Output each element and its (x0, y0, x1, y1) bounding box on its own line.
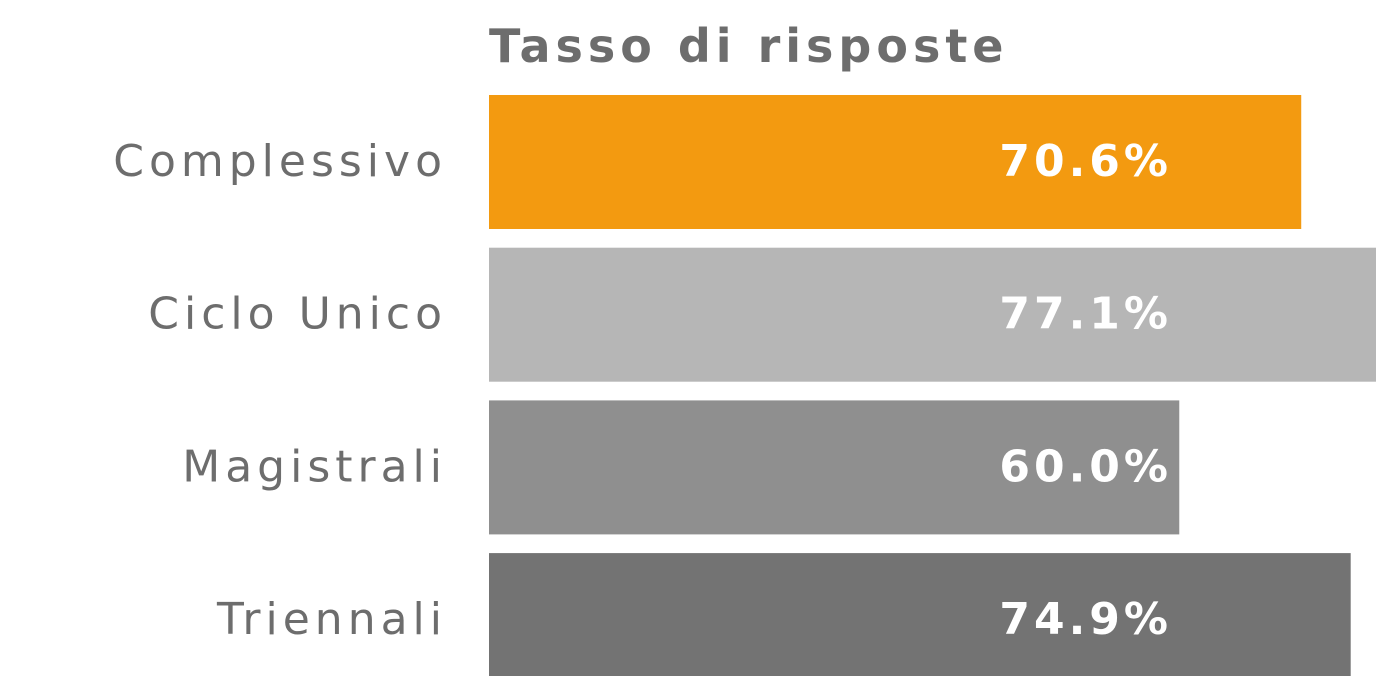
bar (489, 400, 1180, 535)
bar (489, 95, 1302, 229)
chart-title: Tasso di risposte (489, 19, 1009, 73)
category-label: Ciclo Unico (148, 289, 447, 340)
category-label: Triennali (216, 594, 447, 645)
bar (489, 247, 1376, 382)
value-label: 74.9% (999, 594, 1172, 645)
value-label: 60.0% (999, 441, 1172, 492)
value-label: 77.1% (999, 289, 1172, 340)
value-label: 70.6% (999, 136, 1172, 187)
category-label: Magistrali (182, 441, 447, 492)
bar (489, 553, 1351, 676)
category-label: Complessivo (113, 136, 447, 187)
